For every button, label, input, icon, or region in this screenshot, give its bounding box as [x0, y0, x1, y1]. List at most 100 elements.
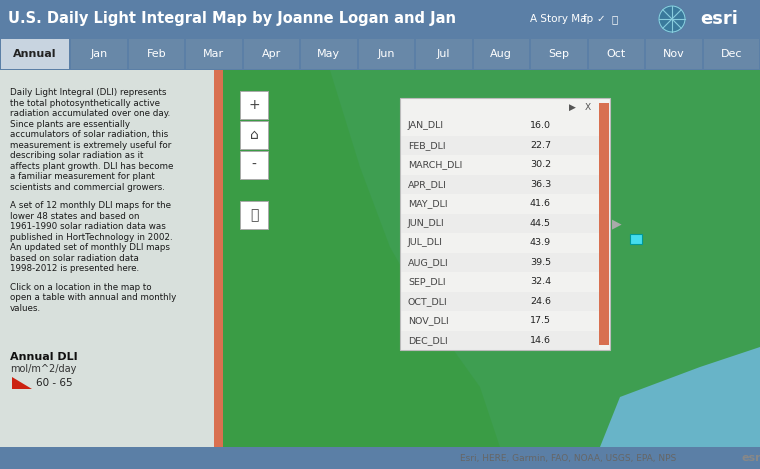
Bar: [401, 252, 599, 272]
Text: esri: esri: [700, 10, 738, 28]
Text: Mar: Mar: [203, 49, 224, 59]
Text: the total photosynthetically active: the total photosynthetically active: [10, 98, 160, 107]
Text: open a table with annual and monthly: open a table with annual and monthly: [10, 293, 176, 302]
Bar: [0, 70, 214, 447]
Text: 17.5: 17.5: [530, 316, 551, 325]
Text: 14.6: 14.6: [530, 336, 551, 345]
Text: 32.4: 32.4: [530, 277, 551, 286]
Text: 60 - 65: 60 - 65: [36, 378, 73, 388]
Text: An updated set of monthly DLI maps: An updated set of monthly DLI maps: [10, 243, 170, 252]
Bar: [588, 39, 644, 69]
Bar: [704, 39, 759, 69]
Text: radiation accumulated over one day.: radiation accumulated over one day.: [10, 109, 170, 118]
Bar: [214, 70, 223, 447]
Text: Aug: Aug: [490, 49, 512, 59]
Text: JUL_DLI: JUL_DLI: [408, 238, 443, 247]
FancyBboxPatch shape: [630, 234, 642, 244]
Text: JAN_DLI: JAN_DLI: [408, 121, 444, 130]
Text: Apr: Apr: [261, 49, 281, 59]
Text: 30.2: 30.2: [530, 160, 551, 169]
FancyBboxPatch shape: [240, 121, 268, 149]
Bar: [301, 39, 356, 69]
Text: A Story Map: A Story Map: [530, 14, 593, 24]
Text: Jun: Jun: [378, 49, 395, 59]
Bar: [359, 39, 414, 69]
Text: Annual: Annual: [13, 49, 57, 59]
Text: Dec: Dec: [720, 49, 742, 59]
Text: 39.5: 39.5: [530, 258, 551, 267]
Text: esri: esri: [742, 453, 760, 463]
Text: 44.5: 44.5: [530, 219, 551, 228]
Text: 43.9: 43.9: [530, 238, 551, 247]
Text: U.S. Daily Light Integral Map by Joanne Logan and Jan: U.S. Daily Light Integral Map by Joanne …: [8, 12, 456, 27]
Text: Sep: Sep: [548, 49, 569, 59]
Text: Jan: Jan: [90, 49, 107, 59]
Text: DEC_DLI: DEC_DLI: [408, 336, 448, 345]
Text: 41.6: 41.6: [530, 199, 551, 208]
Text: scientists and commercial growers.: scientists and commercial growers.: [10, 182, 165, 191]
Bar: [416, 39, 471, 69]
Text: MAY_DLI: MAY_DLI: [408, 199, 448, 208]
Text: ✓: ✓: [597, 14, 606, 24]
Text: accumulators of solar radiation, this: accumulators of solar radiation, this: [10, 130, 168, 139]
Bar: [401, 292, 599, 311]
Bar: [71, 39, 126, 69]
Text: Since plants are essentially: Since plants are essentially: [10, 120, 130, 129]
Text: Oct: Oct: [606, 49, 626, 59]
Text: -: -: [252, 158, 256, 172]
FancyBboxPatch shape: [400, 98, 610, 350]
Polygon shape: [12, 377, 32, 389]
Bar: [401, 174, 599, 194]
FancyBboxPatch shape: [240, 201, 268, 229]
Text: lower 48 states and based on: lower 48 states and based on: [10, 212, 140, 220]
Text: Nov: Nov: [663, 49, 685, 59]
Text: published in HortTechnology in 2002.: published in HortTechnology in 2002.: [10, 233, 173, 242]
Text: ⛓: ⛓: [612, 14, 618, 24]
Text: +: +: [249, 98, 260, 112]
Bar: [599, 103, 609, 345]
Text: X: X: [585, 103, 591, 112]
Text: Daily Light Integral (DLI) represents: Daily Light Integral (DLI) represents: [10, 88, 166, 97]
Text: Jul: Jul: [437, 49, 451, 59]
Text: mol/m^2/day: mol/m^2/day: [10, 364, 76, 374]
Bar: [531, 39, 587, 69]
Text: MARCH_DLI: MARCH_DLI: [408, 160, 462, 169]
Bar: [243, 39, 299, 69]
Text: measurement is extremely useful for: measurement is extremely useful for: [10, 141, 171, 150]
Text: describing solar radiation as it: describing solar radiation as it: [10, 151, 144, 160]
Text: AUG_DLI: AUG_DLI: [408, 258, 448, 267]
Bar: [473, 39, 529, 69]
Bar: [1, 39, 69, 69]
Text: ▶: ▶: [568, 103, 575, 112]
Bar: [401, 136, 599, 155]
Text: Click on a location in the map to: Click on a location in the map to: [10, 282, 152, 292]
Text: ▶: ▶: [612, 218, 622, 230]
Text: 1998-2012 is presented here.: 1998-2012 is presented here.: [10, 264, 139, 273]
Text: A set of 12 monthly DLI maps for the: A set of 12 monthly DLI maps for the: [10, 201, 171, 210]
Circle shape: [659, 6, 685, 32]
Text: 36.3: 36.3: [530, 180, 551, 189]
Text: NOV_DLI: NOV_DLI: [408, 316, 448, 325]
Text: 24.6: 24.6: [530, 297, 551, 306]
Text: values.: values.: [10, 303, 41, 312]
Text: SEP_DLI: SEP_DLI: [408, 277, 445, 286]
Bar: [401, 213, 599, 233]
Text: affects plant growth. DLI has become: affects plant growth. DLI has become: [10, 161, 173, 171]
Text: based on solar radiation data: based on solar radiation data: [10, 254, 139, 263]
Bar: [646, 39, 701, 69]
Text: JUN_DLI: JUN_DLI: [408, 219, 445, 228]
Text: 16.0: 16.0: [530, 121, 551, 130]
FancyBboxPatch shape: [240, 151, 268, 179]
Bar: [401, 331, 599, 350]
Bar: [186, 39, 242, 69]
Text: a familiar measurement for plant: a familiar measurement for plant: [10, 172, 155, 181]
Text: FEB_DLI: FEB_DLI: [408, 141, 445, 150]
Text: 1961-1990 solar radiation data was: 1961-1990 solar radiation data was: [10, 222, 166, 231]
FancyBboxPatch shape: [240, 91, 268, 119]
Polygon shape: [223, 70, 500, 447]
Text: ⌂: ⌂: [249, 128, 258, 142]
Bar: [223, 70, 760, 447]
Text: Esri, HERE, Garmin, FAO, NOAA, USGS, EPA, NPS: Esri, HERE, Garmin, FAO, NOAA, USGS, EPA…: [460, 454, 676, 462]
Text: f: f: [583, 14, 587, 24]
Text: APR_DLI: APR_DLI: [408, 180, 447, 189]
